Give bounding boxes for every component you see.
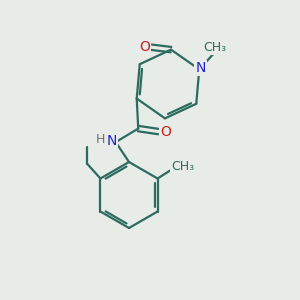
- Text: O: O: [160, 124, 171, 139]
- Text: N: N: [196, 61, 206, 75]
- Text: H: H: [95, 133, 105, 146]
- Text: CH₃: CH₃: [203, 41, 226, 54]
- Text: N: N: [107, 134, 117, 148]
- Text: O: O: [140, 40, 150, 54]
- Text: CH₃: CH₃: [171, 160, 194, 173]
